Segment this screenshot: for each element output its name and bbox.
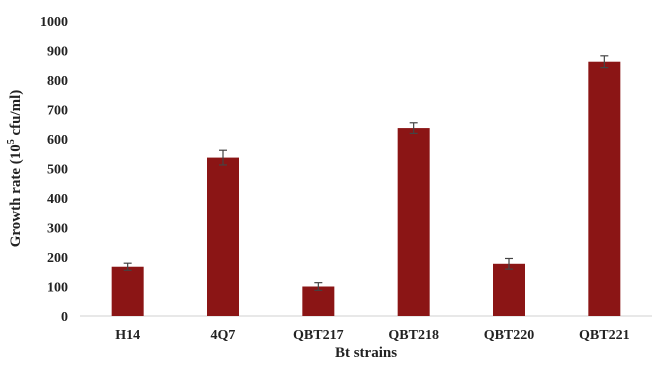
- bar: [588, 61, 621, 317]
- y-tick-label: 600: [47, 133, 68, 148]
- x-tick-label: QBT220: [484, 328, 535, 343]
- x-tick-label: 4Q7: [211, 328, 236, 343]
- x-axis-title: Bt strains: [335, 345, 397, 361]
- y-tick-label: 800: [47, 74, 68, 89]
- error-bar: [409, 122, 418, 134]
- y-axis-title: Growth rate (105 cfu/ml): [6, 90, 24, 248]
- y-tick-label: 300: [47, 222, 68, 237]
- error-bar: [600, 55, 609, 69]
- error-bar: [505, 257, 513, 270]
- bar: [111, 266, 144, 316]
- error-bar: [123, 262, 132, 271]
- bars: [111, 55, 621, 317]
- x-tick-label: QBT221: [579, 328, 630, 343]
- x-tick-label: H14: [115, 328, 140, 343]
- bar: [493, 263, 525, 316]
- y-tick-label: 400: [47, 192, 68, 207]
- x-axis-ticks: H14 4Q7 QBT217 QBT218 QBT220 QBT221: [115, 328, 629, 343]
- y-axis-title-prefix: Growth rate (10: [8, 144, 24, 247]
- error-bar: [219, 149, 227, 166]
- y-tick-label: 900: [47, 45, 68, 60]
- y-axis-title-superscript: 5: [6, 139, 17, 144]
- y-tick-label: 100: [47, 281, 68, 296]
- error-bar: [314, 282, 323, 291]
- bar: [207, 157, 239, 316]
- x-tick-label: QBT217: [293, 328, 344, 343]
- y-axis-title-suffix: cfu/ml): [8, 90, 24, 140]
- bar: [302, 286, 335, 316]
- y-tick-label: 500: [47, 163, 68, 178]
- y-tick-label: 1000: [40, 15, 68, 30]
- y-tick-label: 0: [61, 310, 68, 325]
- y-axis-ticks: 0 100 200 300 400 500 600 700 800 900 1000: [40, 15, 68, 325]
- y-tick-label: 200: [47, 251, 68, 266]
- x-tick-label: QBT218: [388, 328, 439, 343]
- y-tick-label: 700: [47, 104, 68, 119]
- bar: [397, 128, 430, 316]
